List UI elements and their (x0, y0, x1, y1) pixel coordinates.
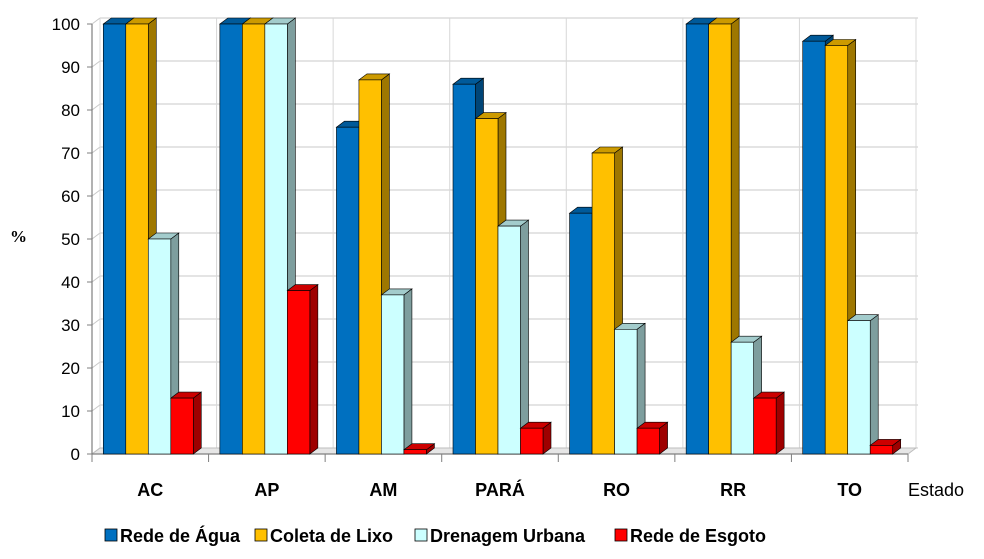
bar-front (125, 23, 149, 455)
bar-front (753, 397, 777, 455)
x-axis-title: Estado (908, 480, 964, 500)
bar-front (824, 45, 849, 455)
legend-item: Rede de Água (104, 525, 241, 546)
bar-front (475, 118, 499, 455)
bar-front (569, 212, 593, 455)
x-category-label: RO (603, 480, 630, 500)
bar (846, 314, 880, 455)
grid-line-side (91, 103, 101, 111)
bar-side (192, 391, 202, 455)
bar (519, 421, 552, 455)
bar (752, 391, 786, 455)
legend-label: Coleta de Lixo (270, 526, 393, 546)
x-category-label: TO (837, 480, 862, 500)
y-axis-title: % (10, 227, 27, 246)
bar-side (403, 288, 413, 455)
grid-line-side (91, 275, 101, 283)
legend-label: Rede de Água (120, 525, 241, 546)
bar-front (336, 126, 360, 455)
bar-front (614, 328, 638, 455)
grid-line-side (91, 146, 101, 154)
y-tick-label: 10 (61, 402, 80, 421)
y-tick-label: 90 (61, 58, 80, 77)
legend-swatch (254, 528, 268, 542)
y-tick-labels: 0 10 20 30 40 50 60 70 80 90 100 (52, 15, 80, 464)
bar-front (802, 40, 826, 455)
grid-line-side (91, 404, 101, 412)
grid-line-side (91, 17, 101, 25)
x-category-label: AC (137, 480, 163, 500)
y-tick-label: 20 (61, 359, 80, 378)
grid-line-side (91, 361, 101, 369)
grid-line-side (91, 189, 101, 197)
grid-line-side (91, 60, 101, 68)
bar (169, 391, 203, 455)
legend-swatch (614, 528, 628, 542)
bar-front (869, 445, 894, 455)
grid-line-side (91, 318, 101, 326)
bar-front (847, 320, 871, 455)
y-tick-label: 40 (61, 273, 80, 292)
bar (286, 284, 319, 455)
y-tick-label: 50 (61, 230, 80, 249)
x-category-label: AM (369, 480, 397, 500)
y-tick-label: 100 (52, 15, 80, 34)
bar (380, 288, 413, 455)
y-tick-label: 70 (61, 144, 80, 163)
bar-front (170, 397, 194, 455)
bar-front (452, 83, 476, 455)
x-category-labels: AC AP AM PARÁ RO RR TO (137, 479, 862, 500)
bar-side (309, 284, 319, 455)
bar (403, 443, 436, 455)
y-tick-label: 80 (61, 101, 80, 120)
bar-front (730, 341, 754, 455)
x-category-label: AP (254, 480, 279, 500)
bar-front (287, 290, 311, 455)
bar-front (520, 427, 544, 455)
y-tick-label: 30 (61, 316, 80, 335)
bar-front (219, 23, 243, 455)
bar-front (147, 238, 172, 455)
y-tick-label: 60 (61, 187, 80, 206)
bar (869, 438, 902, 455)
legend-item: Drenagem Urbana (414, 526, 586, 546)
bar-front (264, 23, 288, 455)
bar-front (685, 23, 709, 455)
legend-swatch (414, 528, 428, 542)
bar-front (102, 23, 127, 455)
bar-front (636, 427, 660, 455)
legend: Rede de Água Coleta de Lixo Drenagem Urban… (104, 525, 766, 546)
bar-front (403, 449, 427, 455)
bar-front (708, 23, 732, 455)
bar-side (775, 391, 785, 455)
bar-side (869, 314, 879, 455)
bar-front (242, 23, 266, 455)
y-tick-label: 0 (71, 445, 80, 464)
legend-label: Drenagem Urbana (430, 526, 586, 546)
legend-swatch (104, 528, 118, 542)
bar-front (381, 294, 405, 455)
bar-side (520, 219, 529, 455)
x-category-label: RR (720, 480, 746, 500)
bar-front (497, 225, 521, 455)
legend-item: Rede de Esgoto (614, 526, 766, 546)
legend-label: Rede de Esgoto (630, 526, 766, 546)
bar-front (591, 152, 615, 455)
grid-line-side (91, 232, 101, 240)
bars (102, 17, 902, 455)
legend-item: Coleta de Lixo (254, 526, 393, 546)
bar-front (358, 79, 382, 455)
bar (613, 322, 646, 455)
bar (636, 421, 669, 455)
bar (497, 219, 530, 455)
x-category-label: PARÁ (475, 479, 525, 500)
